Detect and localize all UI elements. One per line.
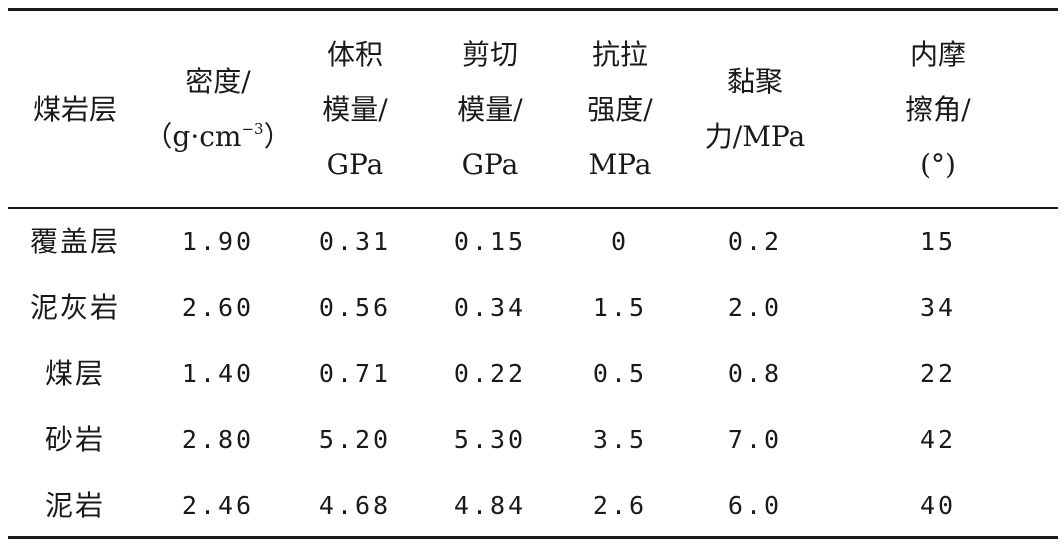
table-cell: 5.20: [318, 425, 392, 454]
table-cell: 0.56: [318, 293, 392, 322]
table-cell: 4.68: [318, 491, 392, 520]
table-cell: 0.22: [453, 359, 527, 388]
table-cell: 2.6: [592, 491, 648, 520]
table-cell: 0: [610, 227, 630, 256]
table-cell: 2.60: [181, 293, 255, 322]
table-cell: 34: [919, 293, 957, 322]
row-label: 泥岩: [44, 489, 106, 522]
table-cell: 6.0: [727, 491, 783, 520]
table-cell: 2.46: [181, 491, 255, 520]
table-cell: 1.5: [592, 293, 648, 322]
header-shear-modulus: 剪切 模量/ GPa: [457, 37, 523, 181]
table-bottom-rule: [8, 536, 1058, 539]
table-cell: 5.30: [453, 425, 527, 454]
table-cell: 0.5: [592, 359, 648, 388]
header-coal-rock-layer: 煤岩层: [32, 92, 118, 126]
table-top-rule: [8, 8, 1058, 11]
table-cell: 0.8: [727, 359, 783, 388]
row-label: 砂岩: [44, 423, 106, 456]
table-cell: 4.84: [453, 491, 527, 520]
table-cell: 0.71: [318, 359, 392, 388]
table-cell: 0.2: [727, 227, 783, 256]
table-cell: 1.90: [181, 227, 255, 256]
table-cell: 2.0: [727, 293, 783, 322]
table-cell: 3.5: [592, 425, 648, 454]
table-cell: 15: [919, 227, 957, 256]
row-label: 泥灰岩: [29, 291, 121, 324]
header-bulk-modulus: 体积 模量/ GPa: [322, 37, 388, 181]
header-tensile-strength: 抗拉 强度/ MPa: [587, 37, 653, 181]
header-friction-angle: 内摩 擦角/ (°): [905, 37, 971, 181]
row-label: 覆盖层: [29, 225, 121, 258]
table-cell: 7.0: [727, 425, 783, 454]
table-cell: 40: [919, 491, 957, 520]
table-cell: 1.40: [181, 359, 255, 388]
table-cell: 0.34: [453, 293, 527, 322]
header-cohesion: 黏聚 力/MPa: [704, 65, 806, 153]
row-label: 煤层: [44, 357, 106, 390]
table-header-rule: [8, 207, 1058, 209]
table-cell: 0.31: [318, 227, 392, 256]
table-cell: 0.15: [453, 227, 527, 256]
table-cell: 42: [919, 425, 957, 454]
table-cell: 2.80: [181, 425, 255, 454]
table-cell: 22: [919, 359, 957, 388]
header-density: 密度/ （g·cm−3）: [144, 65, 292, 153]
